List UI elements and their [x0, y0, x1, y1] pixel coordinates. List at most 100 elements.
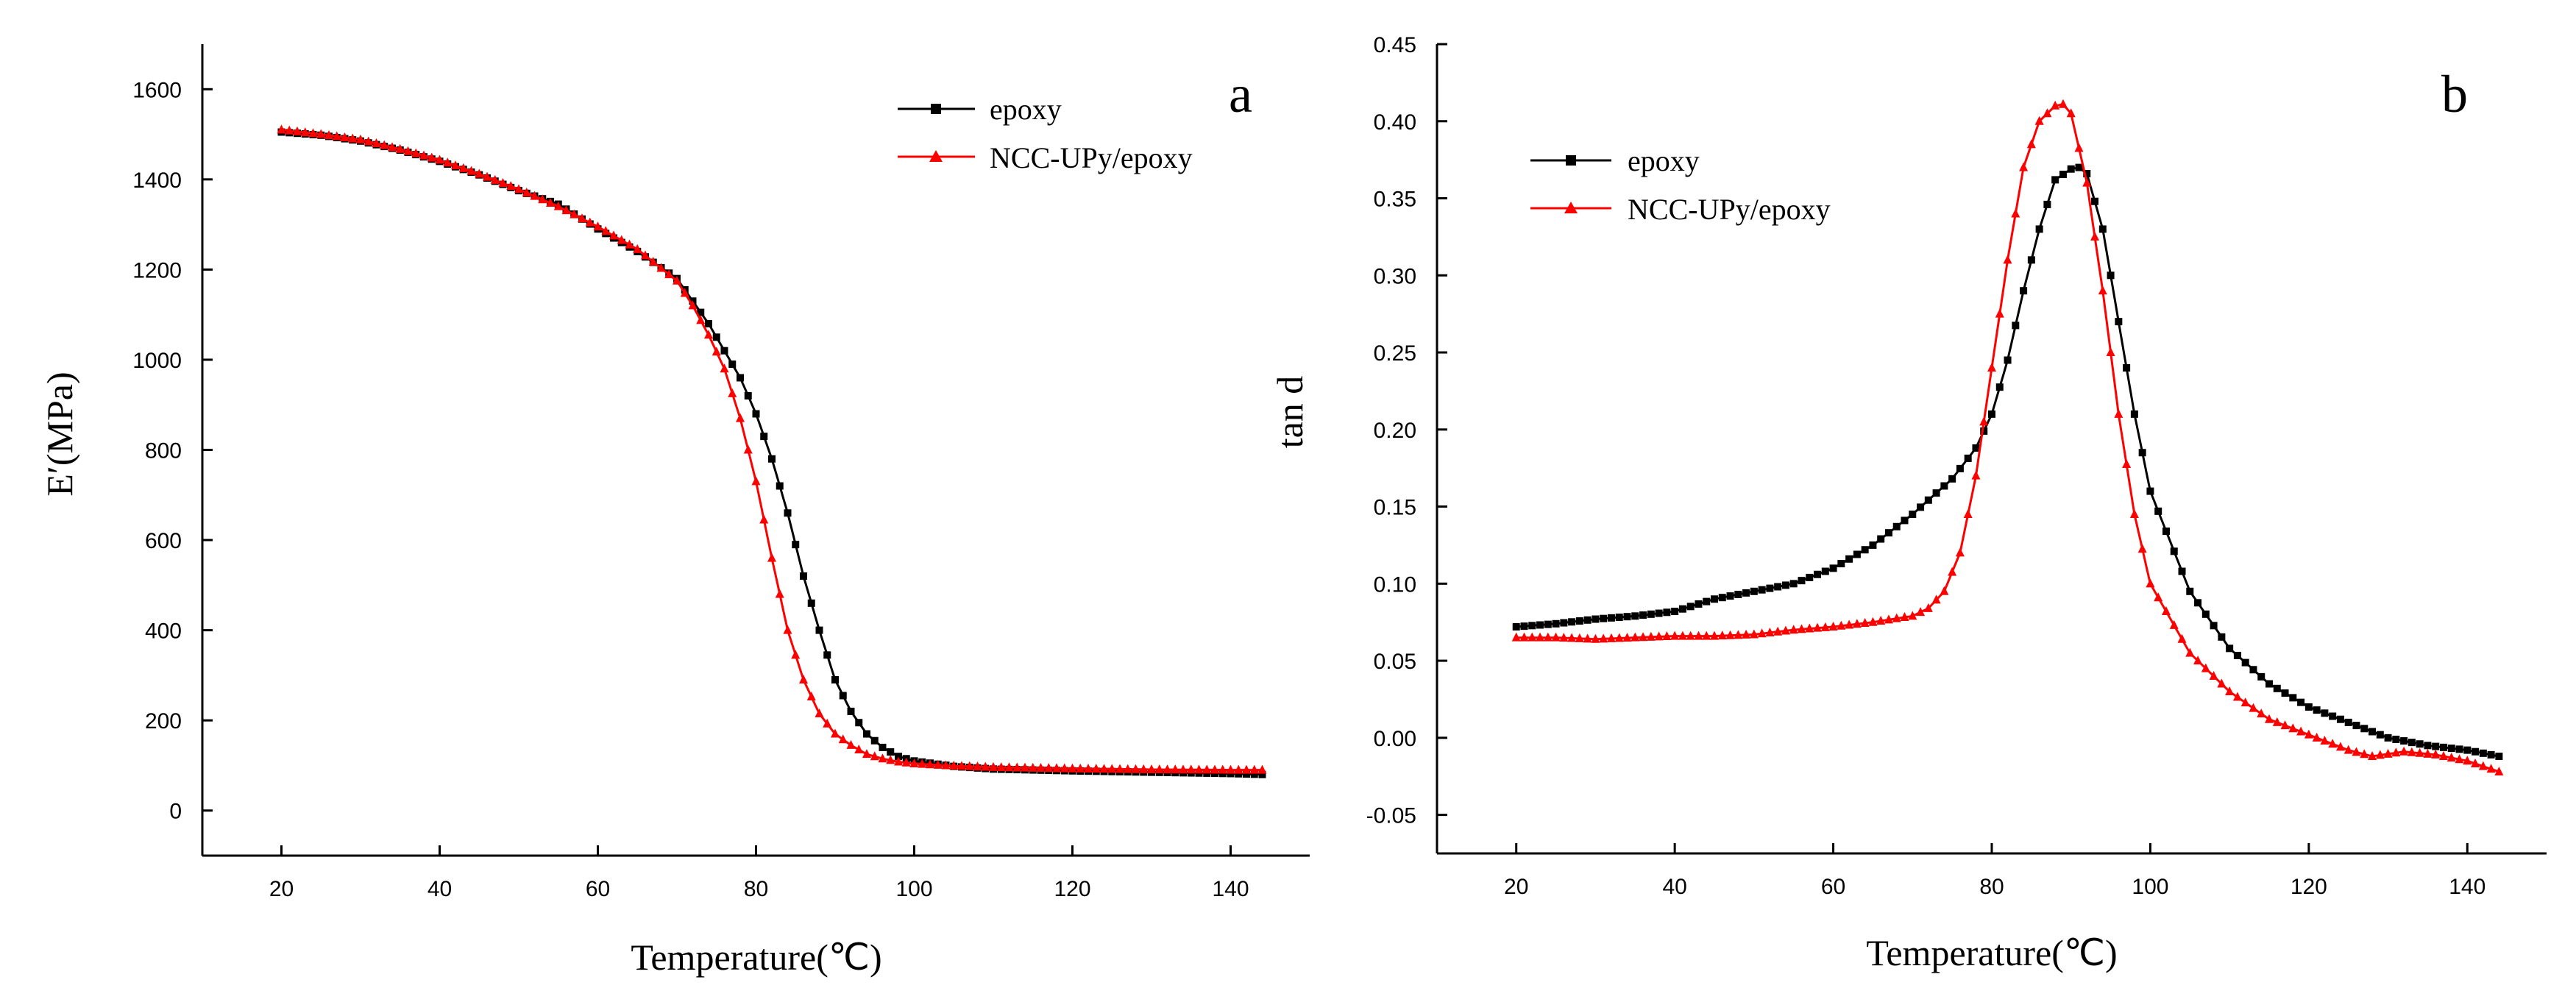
data-point-ncc-upy-epoxy: [1781, 625, 1790, 635]
data-point-ncc-upy-epoxy: [783, 625, 792, 634]
panel-b-y-axis-title: tan d: [1269, 376, 1310, 449]
data-point-ncc-upy-epoxy: [2415, 747, 2424, 757]
data-point-ncc-upy-epoxy: [806, 691, 816, 700]
y-tick-label: 0.45: [1374, 33, 1416, 57]
data-point-ncc-upy-epoxy: [1813, 622, 1823, 632]
data-point-epoxy: [800, 572, 807, 580]
data-point-ncc-upy-epoxy: [2058, 99, 2068, 108]
data-point-ncc-upy-epoxy: [1987, 363, 1996, 372]
data-point-epoxy: [1686, 603, 1695, 611]
data-point-epoxy: [2384, 734, 2392, 742]
legend-ncc-label-b: NCC-UPy/epoxy: [1628, 193, 1831, 226]
data-point-ncc-upy-epoxy: [641, 250, 650, 260]
data-point-epoxy: [2154, 507, 2162, 515]
data-point-ncc-upy-epoxy: [1686, 631, 1695, 640]
data-point-ncc-upy-epoxy: [2375, 750, 2385, 759]
data-point-ncc-upy-epoxy: [2478, 761, 2488, 770]
data-point-ncc-upy-epoxy: [775, 589, 784, 598]
data-point-epoxy: [2392, 735, 2400, 743]
y-tick-label: 0.25: [1374, 341, 1416, 366]
data-point-epoxy: [1235, 770, 1243, 778]
data-point-ncc-upy-epoxy: [1860, 617, 1870, 627]
data-point-epoxy: [1544, 620, 1552, 628]
data-point-epoxy: [1766, 584, 1774, 592]
legend-epoxy-label-b: epoxy: [1628, 144, 1700, 177]
data-point-ncc-upy-epoxy: [2272, 717, 2282, 726]
data-point-ncc-upy-epoxy: [736, 413, 745, 422]
data-point-ncc-upy-epoxy: [1068, 763, 1077, 772]
data-point-ncc-upy-epoxy: [2074, 143, 2084, 152]
data-point-ncc-upy-epoxy: [1115, 764, 1124, 773]
chart-panel-b: 20 40 60 80 100 120 140 -0.05 0.00 0.05 0.10 0.15 0.…: [1269, 33, 2547, 973]
data-point-ncc-upy-epoxy: [2209, 671, 2218, 681]
data-point-ncc-upy-epoxy: [1131, 764, 1140, 773]
data-point-ncc-upy-epoxy: [2494, 766, 2504, 775]
data-point-epoxy: [2170, 547, 2178, 555]
data-point-epoxy: [2289, 694, 2297, 702]
data-point-ncc-upy-epoxy: [696, 315, 706, 324]
data-point-ncc-upy-epoxy: [1694, 631, 1703, 640]
data-point-ncc-upy-epoxy: [1186, 764, 1196, 774]
data-point-epoxy: [1948, 475, 1956, 483]
data-point-ncc-upy-epoxy: [443, 157, 453, 167]
data-point-epoxy: [2352, 722, 2360, 730]
data-point-ncc-upy-epoxy: [363, 136, 373, 146]
data-point-ncc-upy-epoxy: [656, 263, 666, 272]
x-tick-label: 80: [1979, 875, 2004, 899]
data-point-epoxy: [2376, 731, 2384, 739]
x-tick-label: 40: [427, 877, 452, 901]
data-point-epoxy: [1789, 580, 1798, 588]
panel-a-ticks: 20 40 60 80 100 120 14002004006008001000120014…: [132, 78, 1249, 901]
data-point-epoxy: [2201, 610, 2210, 618]
data-point-epoxy: [1956, 464, 1964, 472]
legend-ncc-label-a: NCC-UPy/epoxy: [990, 141, 1193, 174]
data-point-ncc-upy-epoxy: [609, 230, 618, 240]
data-point-epoxy: [776, 482, 784, 490]
panel-a-series: [277, 124, 1267, 778]
legend-ncc-marker-a: [929, 150, 943, 162]
data-point-ncc-upy-epoxy: [751, 476, 761, 486]
data-point-ncc-upy-epoxy: [1606, 633, 1616, 642]
data-point-epoxy: [1781, 581, 1789, 589]
data-point-epoxy: [697, 308, 705, 316]
data-point-ncc-upy-epoxy: [2232, 692, 2242, 701]
data-point-epoxy: [2495, 753, 2503, 760]
data-point-ncc-upy-epoxy: [451, 160, 460, 170]
data-point-ncc-upy-epoxy: [340, 132, 350, 141]
data-point-ncc-upy-epoxy: [2043, 108, 2052, 118]
data-point-ncc-upy-epoxy: [2328, 739, 2338, 748]
x-tick-label: 140: [1212, 877, 1249, 901]
data-point-ncc-upy-epoxy: [854, 744, 864, 753]
panel-a-x-axis-title: Temperature(℃): [631, 937, 881, 978]
data-point-ncc-upy-epoxy: [870, 751, 879, 761]
data-point-ncc-upy-epoxy: [498, 177, 508, 187]
data-point-ncc-upy-epoxy: [1107, 764, 1117, 773]
data-point-ncc-upy-epoxy: [1940, 586, 1949, 595]
data-point-ncc-upy-epoxy: [996, 762, 1006, 772]
data-point-ncc-upy-epoxy: [712, 347, 721, 356]
data-point-epoxy: [2059, 171, 2067, 179]
data-point-ncc-upy-epoxy: [720, 363, 729, 373]
data-point-epoxy: [1932, 489, 1940, 497]
y-tick-label: 1600: [132, 78, 182, 102]
data-point-ncc-upy-epoxy: [1154, 764, 1164, 774]
data-point-epoxy: [1821, 567, 1829, 575]
data-point-epoxy: [712, 333, 720, 341]
data-point-ncc-upy-epoxy: [570, 209, 579, 219]
data-point-ncc-upy-epoxy: [1249, 764, 1259, 774]
data-point-ncc-upy-epoxy: [1139, 764, 1149, 773]
data-point-ncc-upy-epoxy: [2114, 408, 2123, 418]
data-point-ncc-upy-epoxy: [380, 140, 389, 149]
data-point-ncc-upy-epoxy: [767, 553, 776, 562]
data-point-ncc-upy-epoxy: [973, 761, 982, 771]
data-point-epoxy: [2233, 651, 2241, 659]
data-point-epoxy: [1845, 555, 1853, 563]
data-point-ncc-upy-epoxy: [2225, 686, 2235, 695]
data-point-ncc-upy-epoxy: [704, 330, 713, 339]
data-point-ncc-upy-epoxy: [435, 154, 444, 164]
data-point-ncc-upy-epoxy: [1845, 619, 1854, 629]
data-point-ncc-upy-epoxy: [561, 205, 571, 215]
data-point-ncc-upy-epoxy: [1639, 632, 1648, 642]
data-point-epoxy: [2447, 745, 2455, 753]
